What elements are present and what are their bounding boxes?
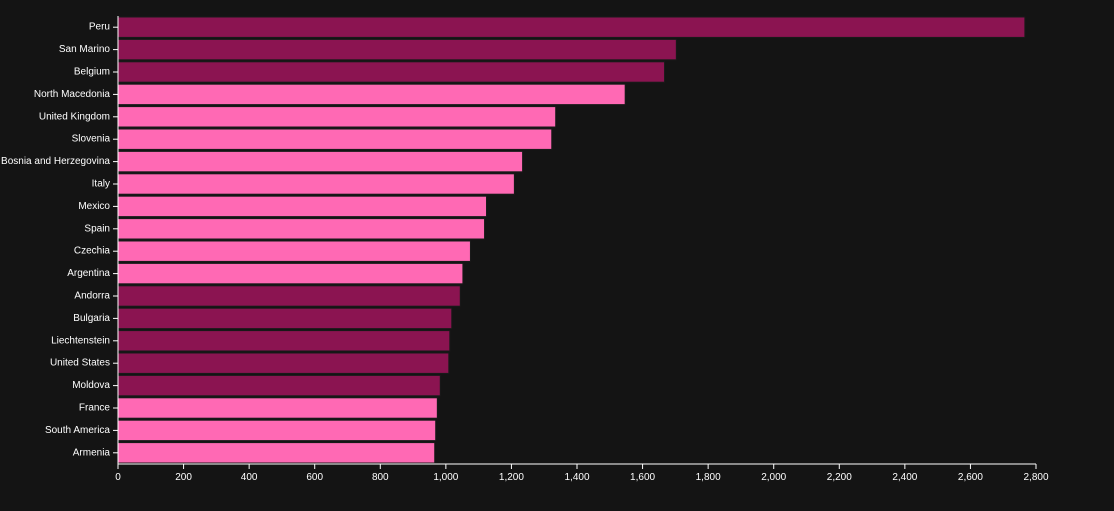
y-tick-label: Czechia <box>74 246 111 257</box>
y-tick-label: Italy <box>92 179 110 190</box>
bar-slovenia <box>117 128 553 150</box>
x-tick-label: 800 <box>372 472 389 483</box>
y-tick-label: North Macedonia <box>34 89 111 100</box>
y-tick-label: Moldova <box>72 380 110 391</box>
x-tick-label: 2,200 <box>827 472 852 483</box>
bar-argentina <box>117 262 464 285</box>
bar-mexico <box>117 195 488 218</box>
y-tick-label: Slovenia <box>72 134 111 145</box>
bar-italy <box>117 173 515 195</box>
bar-bulgaria <box>117 307 453 330</box>
bar-san-marino <box>117 38 677 61</box>
y-tick-label: United Kingdom <box>39 111 110 122</box>
x-tick-label: 2,800 <box>1023 472 1048 483</box>
y-tick-label: Belgium <box>74 67 110 78</box>
bar-czechia <box>117 240 471 262</box>
bar-spain <box>117 218 486 240</box>
y-tick-label: Argentina <box>67 268 110 279</box>
bar-liechtenstein <box>117 330 451 352</box>
y-tick-label: Bulgaria <box>73 313 110 324</box>
x-tick-label: 1,200 <box>499 472 524 483</box>
bar-united-kingdom <box>117 106 557 128</box>
x-tick-label: 2,400 <box>892 472 917 483</box>
x-tick-label: 2,000 <box>761 472 786 483</box>
y-tick-label: Liechtenstein <box>51 335 110 346</box>
x-axis: 0 200 400 600 800 1,000 1,200 1,400 1,600 1,800 2,… <box>115 463 1049 483</box>
x-tick-label: 1,400 <box>564 472 589 483</box>
y-tick-label: Armenia <box>73 447 111 458</box>
y-tick-label: Andorra <box>74 291 110 302</box>
x-tick-label: 2,600 <box>958 472 983 483</box>
bar-united-states <box>117 352 450 374</box>
y-tick-label: Spain <box>84 223 110 234</box>
bar-belgium <box>117 61 666 83</box>
bar-bosnia-and-herzegovina <box>117 150 524 173</box>
y-tick-label: Bosnia and Herzegovina <box>1 156 110 167</box>
x-tick-label: 200 <box>175 472 192 483</box>
bar-peru <box>117 16 1026 38</box>
bar-north-macedonia <box>117 83 626 106</box>
x-tick-label: 1,000 <box>433 472 458 483</box>
bar-south-america <box>117 419 437 442</box>
bar-france <box>117 397 438 419</box>
bar-andorra <box>117 285 461 307</box>
bar-armenia <box>117 442 436 464</box>
bars-layer <box>117 16 1026 464</box>
x-tick-label: 0 <box>115 472 121 483</box>
x-tick-label: 1,800 <box>696 472 721 483</box>
x-tick-label: 400 <box>241 472 258 483</box>
y-axis: Peru San Marino Belgium North Macedonia Unit… <box>1 16 119 464</box>
y-tick-label: San Marino <box>59 44 111 55</box>
y-tick-label: South America <box>45 425 110 436</box>
y-tick-label: Peru <box>89 22 110 33</box>
y-tick-label: Mexico <box>78 201 110 212</box>
bar-moldova <box>117 374 441 397</box>
y-tick-label: United States <box>50 358 110 369</box>
x-tick-label: 600 <box>306 472 323 483</box>
x-tick-label: 1,600 <box>630 472 655 483</box>
y-tick-label: France <box>79 403 111 414</box>
